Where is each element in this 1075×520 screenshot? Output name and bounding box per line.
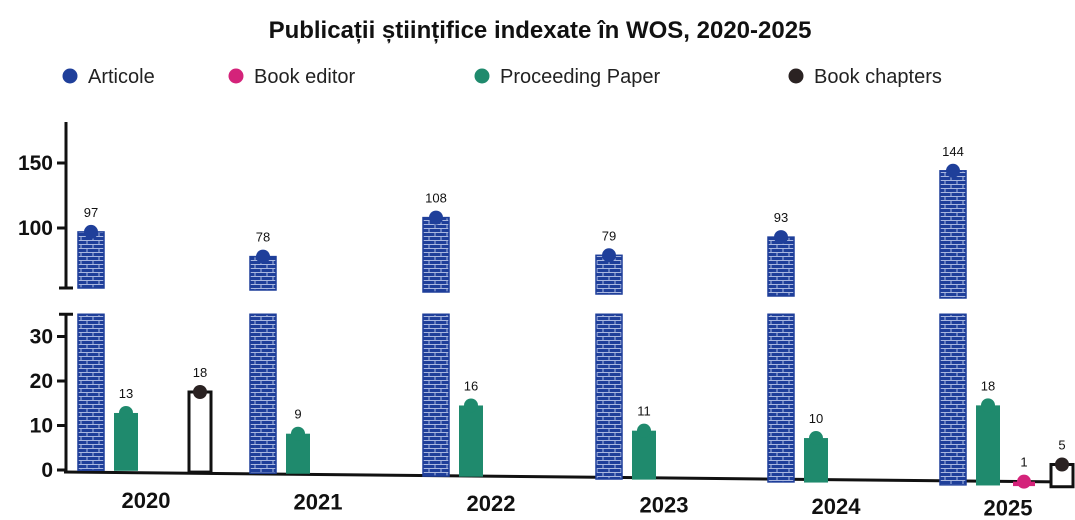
bar-book-chapters-2020 [187, 390, 213, 474]
point-articole-2024 [774, 230, 788, 245]
data-label-articole-2025: 144 [942, 144, 964, 159]
point-proceeding-paper-2021 [291, 426, 305, 441]
point-articole-2025 [946, 163, 960, 178]
x-tick-label-2020: 2020 [122, 488, 171, 513]
data-label-book-chapters-2025: 5 [1058, 437, 1065, 452]
point-book-editor-2025 [1017, 474, 1031, 489]
chart-title: Publicații științifice indexate în WOS, … [269, 17, 812, 44]
point-proceeding-paper-2023 [637, 423, 651, 438]
x-tick-label-2024: 2024 [812, 494, 862, 519]
legend-label-proceeding-paper: Proceeding Paper [500, 66, 660, 88]
point-book-chapters-2025 [1055, 457, 1069, 472]
legend-label-book-editor: Book editor [254, 66, 356, 88]
legend-marker-articole [62, 68, 78, 84]
legend-label-book-chapters: Book chapters [814, 66, 942, 88]
bar-lower-articole-2024 [767, 313, 795, 483]
axes: 0 10 20 30 100 150 [18, 122, 1071, 484]
bar-lower-articole-2020 [77, 313, 105, 471]
data-label-articole-2022: 108 [425, 191, 447, 206]
legend-marker-proceeding-paper [474, 68, 490, 84]
data-label-proceeding-paper-2020: 13 [119, 386, 133, 401]
bar-proceeding-paper-2024 [804, 438, 828, 483]
point-proceeding-paper-2020 [119, 405, 133, 420]
point-book-chapters-2020 [193, 384, 207, 399]
bar-proceeding-paper-2020 [114, 412, 138, 471]
data-label-book-editor-2025: 1 [1020, 455, 1027, 470]
data-label-proceeding-paper-2023: 11 [637, 404, 651, 419]
bar-proceeding-paper-2022 [459, 405, 483, 477]
bar-proceeding-paper-2025 [976, 405, 1000, 486]
data-label-articole-2023: 79 [602, 228, 616, 243]
legend-label-articole: Articole [88, 66, 155, 88]
chart-marks: 2020 97 13 18 2021 78 9 2022 108 16 2023 79 11 2024 93… [77, 144, 1075, 520]
legend-marker-book-editor [228, 68, 244, 84]
data-label-articole-2020: 97 [84, 205, 98, 220]
point-articole-2023 [602, 248, 616, 263]
bar-proceeding-paper-2023 [632, 430, 656, 480]
point-proceeding-paper-2025 [981, 398, 995, 413]
x-tick-label-2021: 2021 [294, 490, 343, 515]
bar-lower-articole-2022 [422, 313, 450, 477]
data-label-articole-2024: 93 [774, 210, 788, 225]
bar-lower-articole-2025 [939, 313, 967, 486]
bar-upper-articole-2024 [767, 236, 795, 297]
point-articole-2021 [256, 249, 270, 264]
bar-upper-articole-2025 [939, 170, 967, 299]
bar-upper-articole-2020 [77, 231, 105, 289]
data-label-articole-2021: 78 [256, 230, 270, 245]
legend: Articole Book editor Proceeding Paper Book … [62, 66, 942, 88]
point-articole-2022 [429, 210, 443, 225]
data-label-proceeding-paper-2024: 10 [809, 411, 823, 426]
y-tick-label-100: 100 [18, 217, 53, 240]
bar-lower-articole-2023 [595, 313, 623, 480]
y-tick-label-150: 150 [18, 152, 53, 175]
x-tick-label-2025: 2025 [984, 496, 1033, 520]
point-proceeding-paper-2024 [809, 431, 823, 446]
y-tick-label-0: 0 [41, 459, 53, 482]
data-label-proceeding-paper-2021: 9 [294, 407, 301, 422]
x-axis [63, 470, 1071, 484]
y-tick-label-10: 10 [30, 415, 53, 438]
x-tick-label-2023: 2023 [640, 493, 689, 518]
point-articole-2020 [84, 224, 98, 239]
y-tick-label-20: 20 [30, 370, 53, 393]
bar-upper-articole-2022 [422, 216, 450, 293]
x-tick-label-2022: 2022 [467, 491, 516, 516]
point-proceeding-paper-2022 [464, 398, 478, 413]
bar-lower-articole-2021 [249, 313, 277, 474]
data-label-proceeding-paper-2025: 18 [981, 378, 995, 393]
legend-marker-book-chapters [788, 68, 804, 84]
data-label-proceeding-paper-2022: 16 [464, 378, 478, 393]
y-tick-label-30: 30 [30, 326, 53, 349]
data-label-book-chapters-2020: 18 [193, 365, 207, 380]
